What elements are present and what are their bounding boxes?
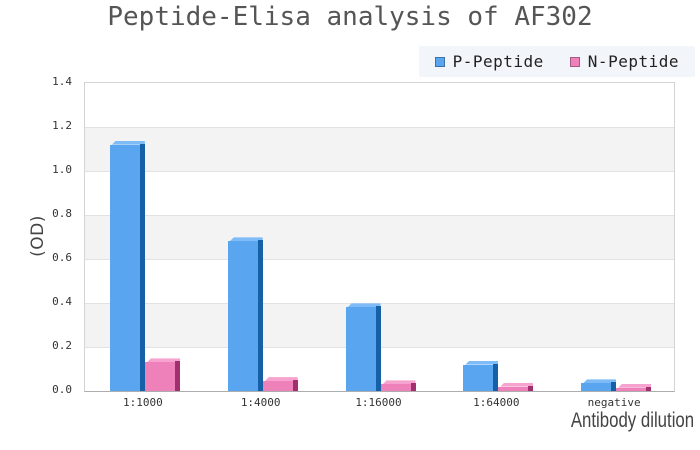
y-tick-label: 0.2 [52, 339, 72, 352]
y-tick-label: 0.0 [52, 383, 72, 396]
x-tick-label: 1:4000 [240, 396, 281, 409]
legend-label-p-peptide: P-Peptide [452, 52, 544, 71]
y-tick-label: 0.6 [52, 250, 72, 264]
x-tick-label: 1:16000 [355, 396, 402, 409]
plot-band [85, 83, 674, 127]
bar-p-peptide-1:64000 [463, 363, 499, 392]
bar-group-1:16000 [345, 83, 416, 391]
y-axis: 0.0 0.2 0.4 0.6 0.8 1.0 1.2 1.4 [0, 75, 72, 396]
bar-group-1:64000 [463, 83, 534, 392]
x-axis: 1:1000 1:4000 1:16000 1:64000 negative [84, 396, 673, 412]
x-axis-title: Antibody dilution [570, 409, 694, 432]
x-tick-label: 1:1000 [123, 396, 163, 409]
bar-p-peptide-negative [581, 382, 617, 391]
bar-group-1:1000 [109, 83, 180, 392]
legend-swatch-icon [569, 56, 580, 67]
gridline [85, 127, 674, 128]
plot-band [85, 215, 674, 259]
legend-item-n-peptide: N-Peptide [569, 52, 679, 71]
bar-n-peptide-1:4000 [262, 380, 298, 391]
legend-item-p-peptide: P-Peptide [434, 52, 544, 71]
bar-group-1:4000 [227, 83, 298, 391]
bar-group-negative [581, 83, 652, 392]
gridline [85, 259, 674, 260]
plot-band [85, 171, 674, 215]
chart-title: Peptide-Elisa analysis of AF302 [107, 2, 593, 32]
x-tick-label: 1:64000 [473, 396, 520, 409]
legend: P-Peptide N-Peptide [418, 46, 695, 77]
bar-p-peptide-1:1000 [109, 143, 145, 392]
bar-n-peptide-negative [616, 386, 652, 392]
bar-p-peptide-1:16000 [345, 306, 381, 391]
legend-label-n-peptide: N-Peptide [587, 52, 679, 71]
bar-n-peptide-1:1000 [144, 361, 180, 391]
bar-n-peptide-1:64000 [498, 385, 534, 392]
y-tick-label: 1.2 [52, 118, 72, 132]
plot-band [85, 127, 674, 171]
y-tick-label: 0.8 [52, 207, 72, 220]
gridline [85, 171, 674, 172]
bar-n-peptide-1:16000 [380, 383, 416, 391]
x-tick-label: negative [587, 396, 641, 409]
y-tick-label: 0.4 [52, 295, 72, 308]
legend-swatch-icon [434, 56, 445, 67]
y-tick-label: 1.4 [52, 75, 72, 88]
gridline [85, 215, 674, 216]
y-tick-label: 1.0 [52, 162, 72, 176]
bar-p-peptide-1:4000 [227, 240, 263, 391]
plot-area [84, 82, 675, 392]
plot-band [85, 259, 674, 303]
